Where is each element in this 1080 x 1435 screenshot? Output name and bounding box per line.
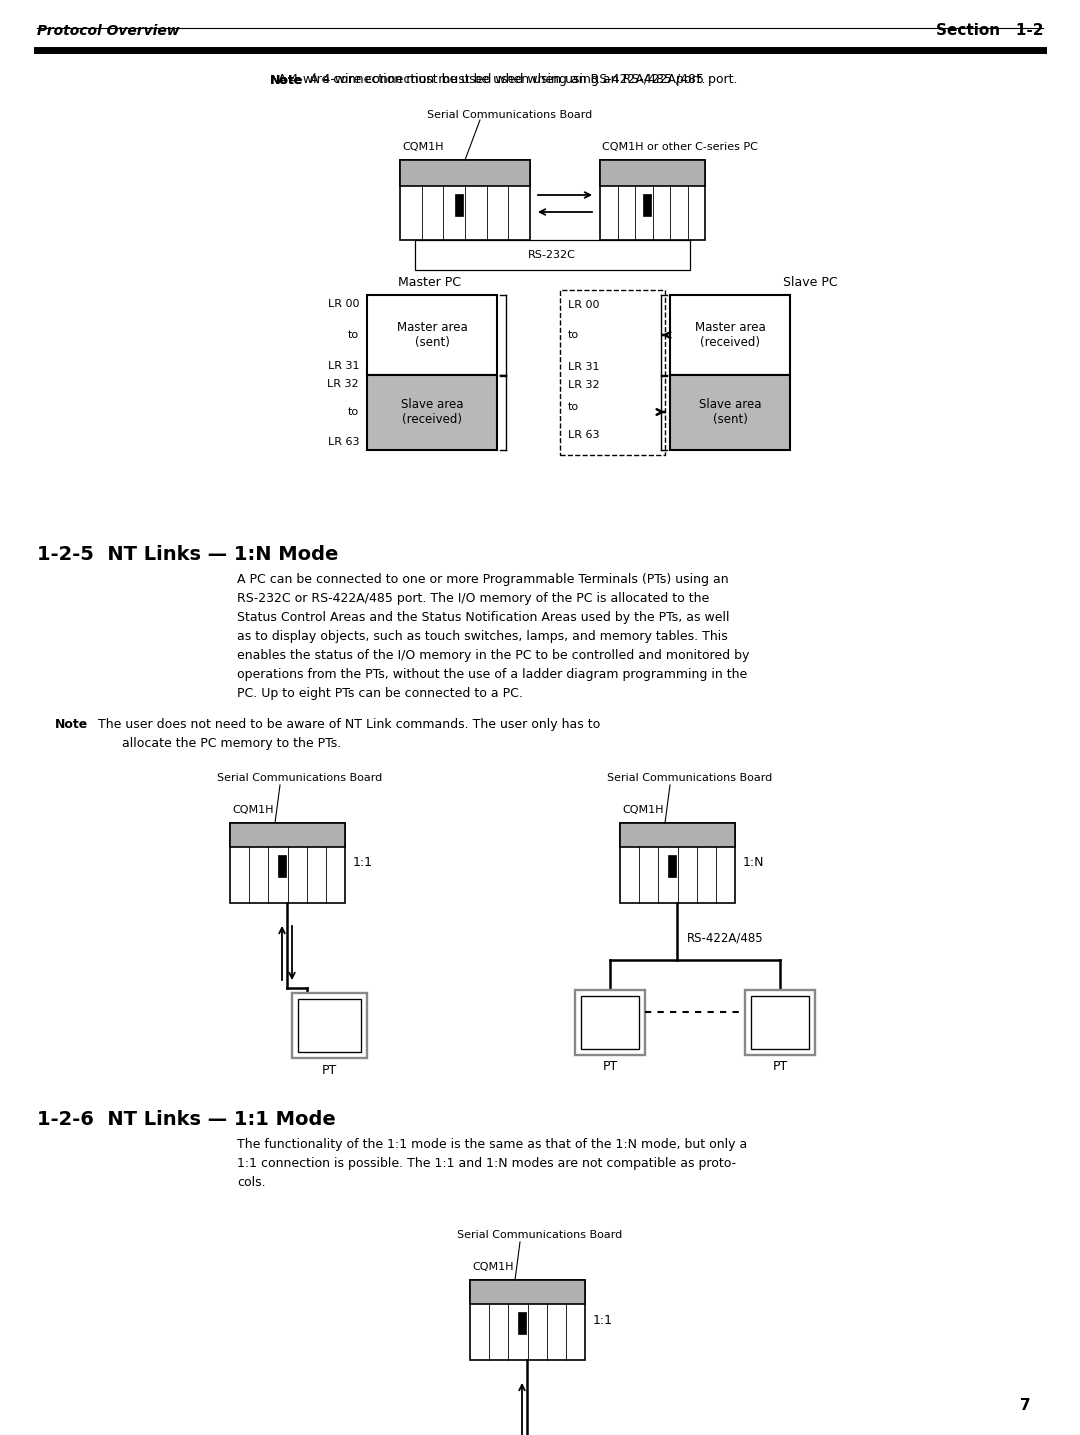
Text: LR 00: LR 00: [327, 298, 359, 309]
Text: CQM1H or other C-series PC: CQM1H or other C-series PC: [602, 142, 758, 152]
Text: LR 32: LR 32: [568, 380, 599, 390]
Text: PC. Up to eight PTs can be connected to a PC.: PC. Up to eight PTs can be connected to …: [237, 687, 523, 700]
Text: Serial Communications Board: Serial Communications Board: [428, 110, 593, 121]
Text: Section   1-2: Section 1-2: [935, 23, 1043, 37]
Bar: [230, 824, 345, 847]
Bar: [367, 375, 497, 451]
Text: 1:1: 1:1: [353, 857, 373, 870]
Text: Protocol Overview: Protocol Overview: [37, 24, 179, 37]
Text: Master area
(sent): Master area (sent): [396, 321, 468, 349]
Text: to: to: [348, 408, 359, 418]
Text: Master PC: Master PC: [399, 277, 461, 290]
Text: RS-422A/485: RS-422A/485: [687, 931, 764, 944]
Text: PT: PT: [772, 1060, 787, 1073]
Text: PT: PT: [603, 1060, 618, 1073]
Text: A PC can be connected to one or more Programmable Terminals (PTs) using an: A PC can be connected to one or more Pro…: [237, 573, 729, 585]
Text: enables the status of the I/O memory in the PC to be controlled and monitored by: enables the status of the I/O memory in …: [237, 649, 750, 662]
Bar: [400, 159, 530, 240]
Bar: [600, 159, 705, 187]
Bar: [292, 993, 367, 1058]
Bar: [367, 296, 497, 375]
Text: Master area
(received): Master area (received): [694, 321, 766, 349]
Text: allocate the PC memory to the PTs.: allocate the PC memory to the PTs.: [90, 738, 341, 751]
Text: CQM1H: CQM1H: [622, 805, 663, 815]
Text: LR 31: LR 31: [327, 362, 359, 372]
Bar: [670, 296, 789, 375]
Bar: [644, 194, 651, 217]
Text: as to display objects, such as touch switches, lamps, and memory tables. This: as to display objects, such as touch swi…: [237, 630, 728, 643]
Bar: [561, 290, 665, 455]
Text: LR 63: LR 63: [568, 430, 599, 441]
Text: Note: Note: [270, 73, 303, 86]
Text: 1-2-5  NT Links — 1:N Mode: 1-2-5 NT Links — 1:N Mode: [37, 545, 338, 564]
Text: A 4-wire connection must be used when using an RS-422A/485 port.: A 4-wire connection must be used when us…: [302, 73, 738, 86]
Bar: [620, 824, 735, 903]
Text: cols.: cols.: [237, 1177, 266, 1190]
Bar: [517, 1312, 526, 1335]
Text: PT: PT: [322, 1063, 337, 1076]
Bar: [230, 824, 345, 903]
Text: RS-232C or RS-422A/485 port. The I/O memory of the PC is allocated to the: RS-232C or RS-422A/485 port. The I/O mem…: [237, 593, 710, 606]
Bar: [298, 999, 361, 1052]
Text: 1-2-6  NT Links — 1:1 Mode: 1-2-6 NT Links — 1:1 Mode: [37, 1111, 336, 1129]
Text: Serial Communications Board: Serial Communications Board: [607, 773, 772, 784]
Text: CQM1H: CQM1H: [232, 805, 273, 815]
Text: to: to: [568, 330, 579, 340]
Text: Serial Communications Board: Serial Communications Board: [217, 773, 382, 784]
Bar: [667, 855, 676, 877]
Bar: [670, 375, 789, 451]
Text: Note: Note: [270, 73, 303, 86]
Text: 7: 7: [1020, 1398, 1030, 1412]
Text: Slave area
(received): Slave area (received): [401, 397, 463, 426]
Text: 1:N: 1:N: [743, 857, 765, 870]
Bar: [600, 159, 705, 240]
Bar: [455, 194, 462, 217]
Text: Slave area
(sent): Slave area (sent): [699, 397, 761, 426]
Text: LR 31: LR 31: [568, 362, 599, 372]
Text: to: to: [348, 330, 359, 340]
Text: The functionality of the 1:1 mode is the same as that of the 1:N mode, but only : The functionality of the 1:1 mode is the…: [237, 1138, 747, 1151]
Text: LR 63: LR 63: [327, 438, 359, 446]
Bar: [470, 1280, 585, 1304]
Bar: [278, 855, 286, 877]
Text: RS-232C: RS-232C: [528, 250, 576, 260]
Text: CQM1H: CQM1H: [402, 142, 444, 152]
Bar: [575, 990, 645, 1055]
Text: Serial Communications Board: Serial Communications Board: [457, 1230, 623, 1240]
Bar: [415, 240, 690, 270]
Bar: [745, 990, 815, 1055]
Text: operations from the PTs, without the use of a ladder diagram programming in the: operations from the PTs, without the use…: [237, 669, 747, 682]
Text: A 4-wire connection must be used when using an RS-422A/485 port.: A 4-wire connection must be used when us…: [270, 73, 705, 86]
Bar: [400, 159, 530, 187]
Text: Slave PC: Slave PC: [783, 277, 837, 290]
Bar: [620, 824, 735, 847]
Text: The user does not need to be aware of NT Link commands. The user only has to: The user does not need to be aware of NT…: [90, 718, 600, 730]
Bar: [470, 1280, 585, 1360]
Text: Note: Note: [55, 718, 89, 730]
Bar: [581, 996, 639, 1049]
Text: LR 32: LR 32: [327, 379, 359, 389]
Bar: [751, 996, 809, 1049]
Text: LR 00: LR 00: [568, 300, 599, 310]
Text: to: to: [568, 402, 579, 412]
Text: 1:1 connection is possible. The 1:1 and 1:N modes are not compatible as proto-: 1:1 connection is possible. The 1:1 and …: [237, 1157, 737, 1170]
Text: 1:1: 1:1: [593, 1313, 613, 1326]
Text: CQM1H: CQM1H: [472, 1261, 513, 1271]
Text: Status Control Areas and the Status Notification Areas used by the PTs, as well: Status Control Areas and the Status Noti…: [237, 611, 729, 624]
